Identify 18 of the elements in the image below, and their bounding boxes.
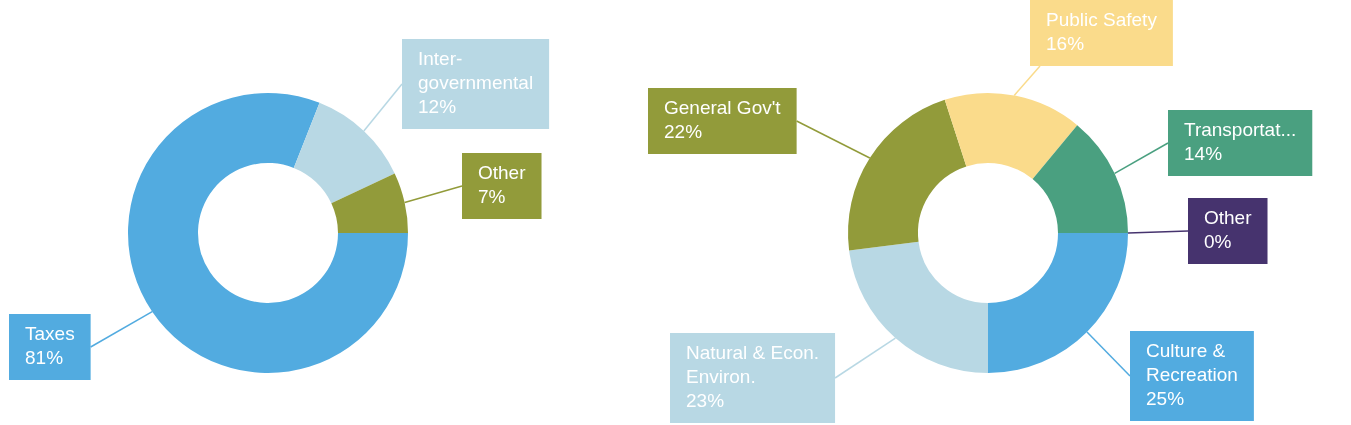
slice-label: Inter-governmental: [418, 47, 534, 93]
slice-label: Other: [478, 161, 527, 183]
data-label: 81%: [25, 346, 64, 368]
category-label: Other: [1204, 206, 1252, 228]
text: 0%: [1204, 230, 1232, 252]
slice-label: Public Safety: [1046, 8, 1158, 30]
slice-label: Taxes: [25, 322, 75, 344]
data-label: 16%: [1046, 32, 1085, 54]
data-label: 23%: [686, 389, 725, 411]
slice-label: Natural & Econ. Environ.: [686, 341, 820, 387]
data-label: 12%: [418, 95, 457, 117]
slice-label: Culture & Recreation: [1146, 339, 1238, 385]
data-label: 7%: [478, 185, 506, 207]
slice-label: General Gov't: [664, 96, 782, 118]
data-label: 22%: [664, 120, 703, 142]
data-label: 14%: [1184, 142, 1223, 164]
slice-label: Transportat...: [1184, 118, 1297, 140]
data-label: 25%: [1146, 387, 1185, 409]
